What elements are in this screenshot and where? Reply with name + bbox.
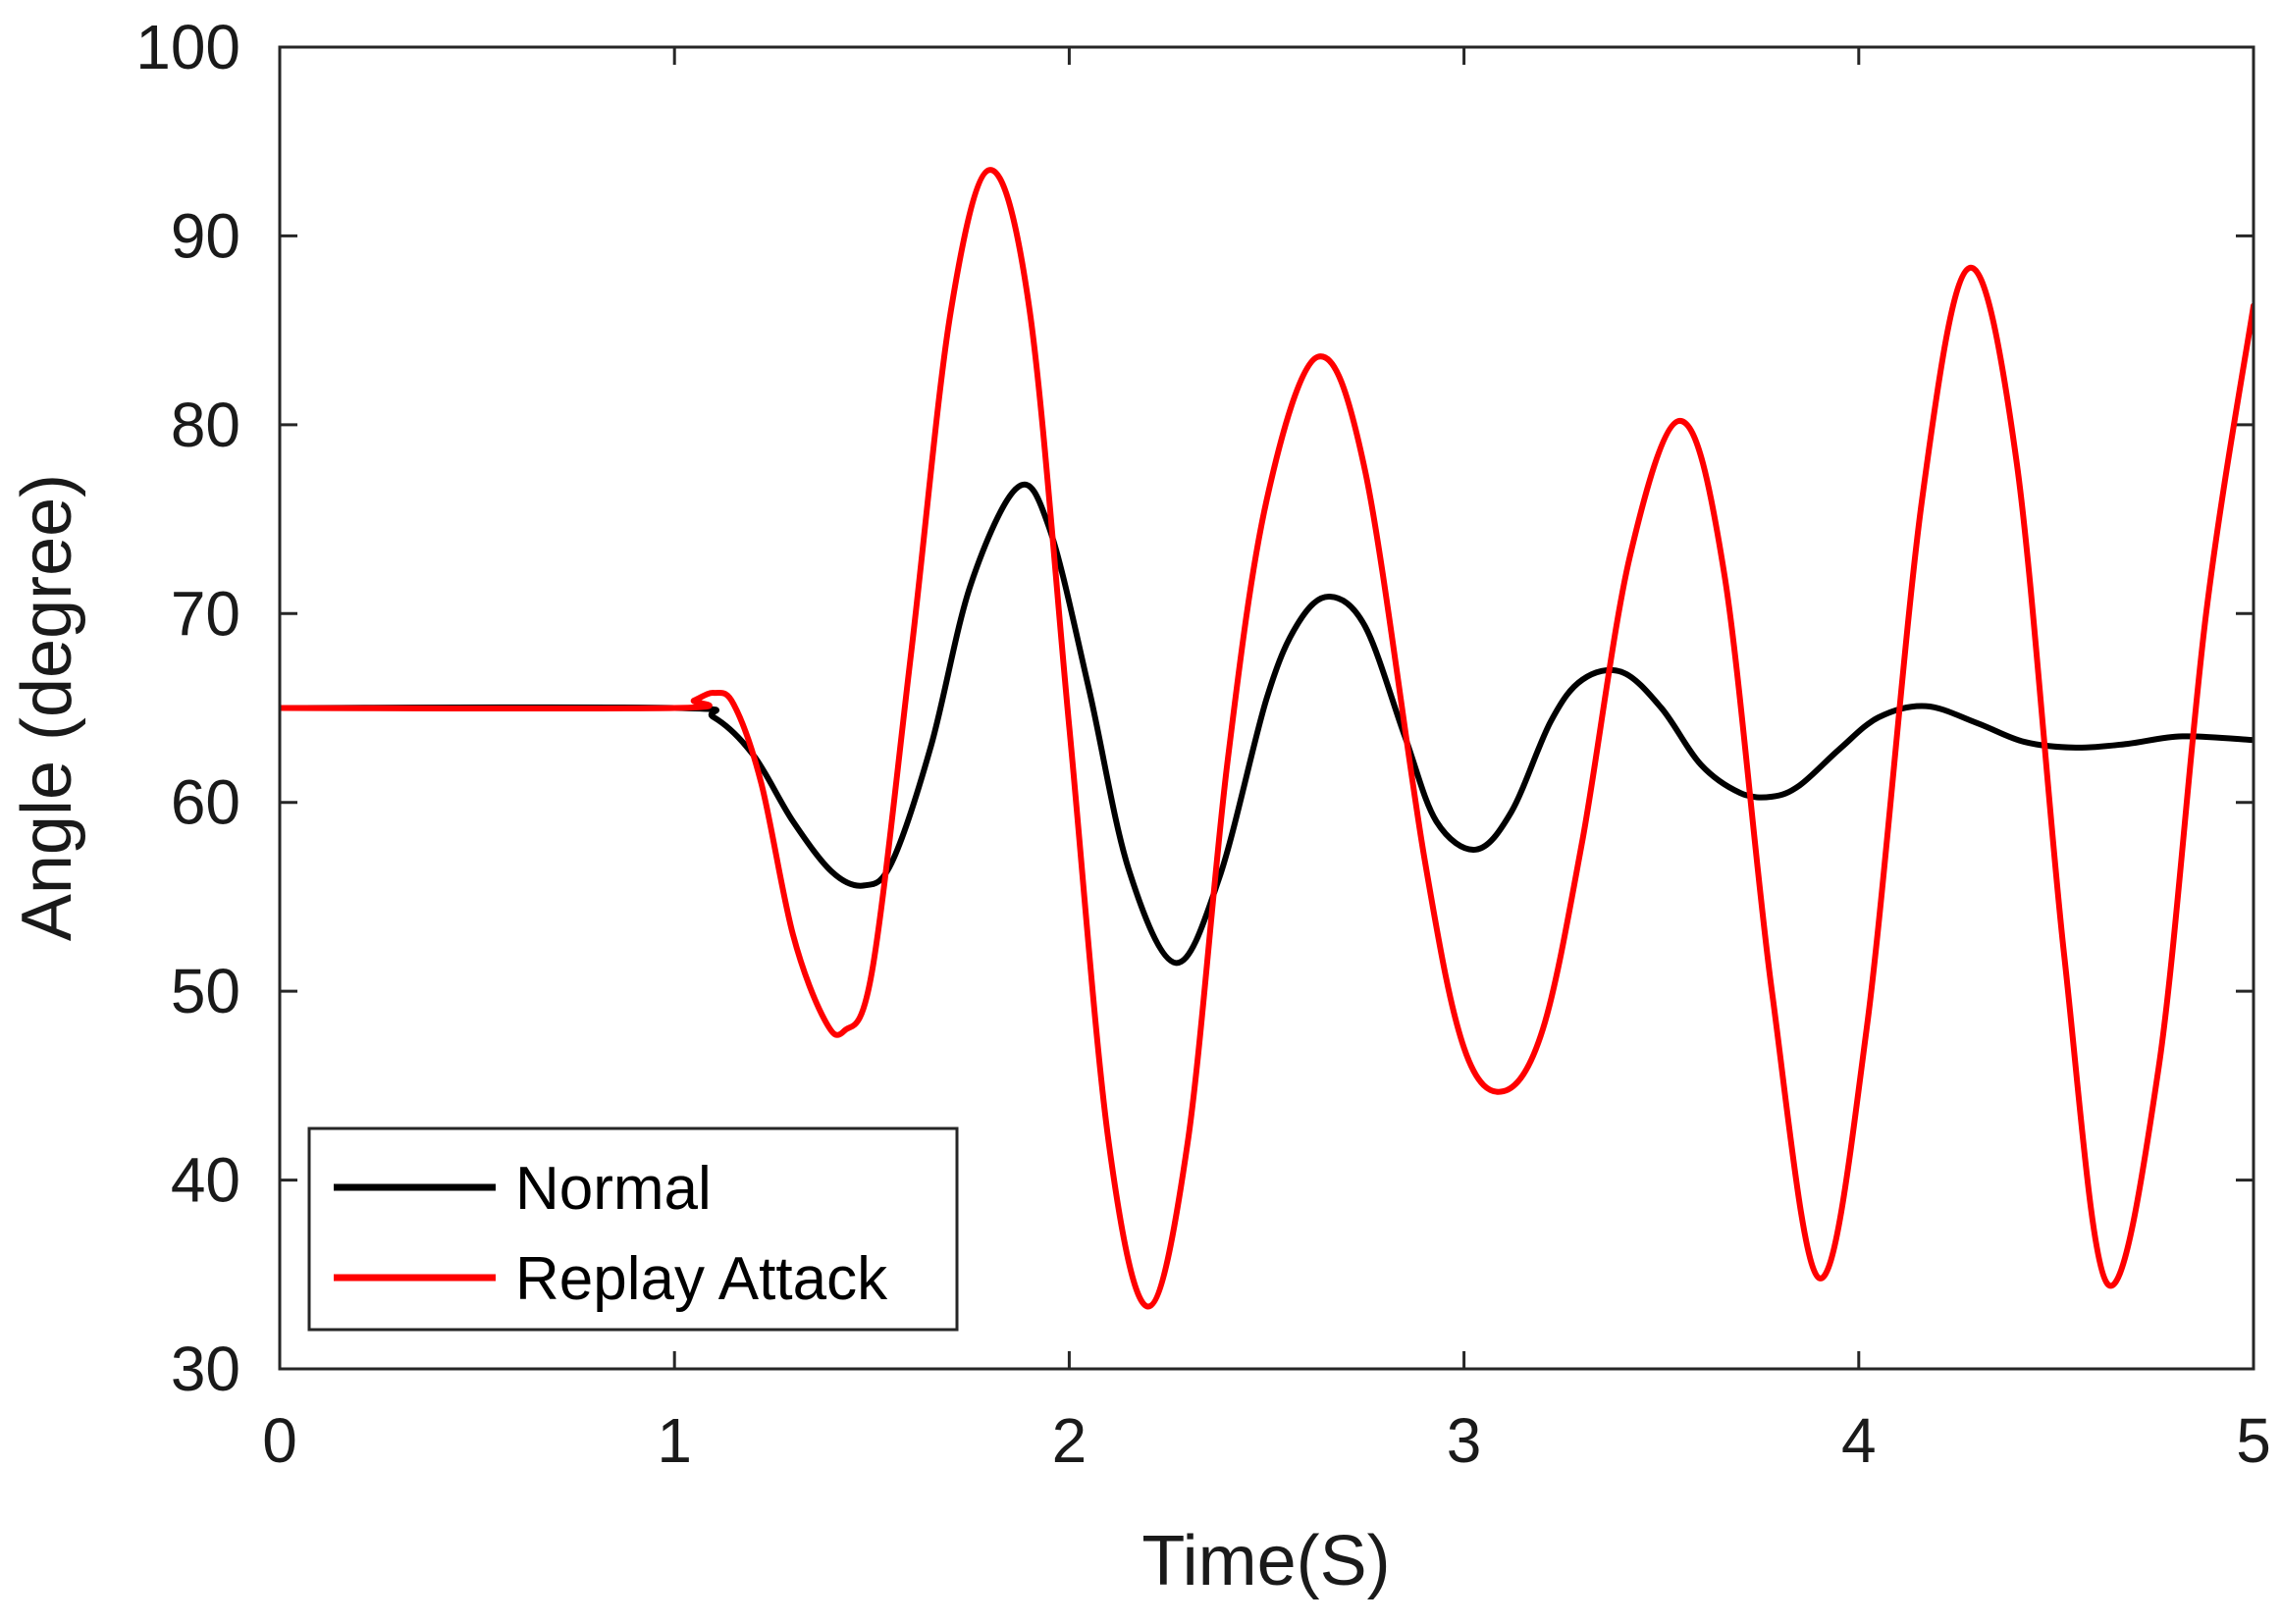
plot-frame [278, 45, 2255, 1371]
y-tick-label: 30 [171, 1334, 240, 1404]
legend-label-normal: Normal [515, 1155, 712, 1223]
x-tick-label: 1 [657, 1405, 692, 1476]
legend-box [307, 1126, 959, 1332]
legend-label-replay-attack: Replay Attack [515, 1245, 888, 1313]
x-axis-ticks: 0 1 2 3 4 5 [262, 47, 2271, 1476]
y-tick-label: 60 [171, 767, 240, 838]
legend: Normal Replay Attack [307, 1126, 959, 1332]
x-tick-label: 5 [2236, 1405, 2271, 1476]
y-tick-label: 100 [135, 12, 240, 82]
x-tick-label: 0 [262, 1405, 297, 1476]
y-tick-label: 80 [171, 390, 240, 460]
y-tick-label: 70 [171, 578, 240, 649]
x-tick-label: 4 [1841, 1405, 1877, 1476]
series-line-normal [280, 481, 2254, 967]
y-tick-label: 50 [171, 956, 240, 1026]
x-tick-label: 3 [1447, 1405, 1482, 1476]
series-line-replay-attack [280, 167, 2254, 1310]
series-layer [280, 167, 2254, 1310]
y-tick-label: 90 [171, 200, 240, 271]
x-axis-label: Time(S) [1141, 1522, 1390, 1600]
y-axis-label: Angle (degree) [8, 474, 86, 941]
y-axis-ticks: 30 40 50 60 70 80 90 100 [135, 12, 2254, 1404]
y-tick-label: 40 [171, 1145, 240, 1216]
x-tick-label: 2 [1052, 1405, 1087, 1476]
